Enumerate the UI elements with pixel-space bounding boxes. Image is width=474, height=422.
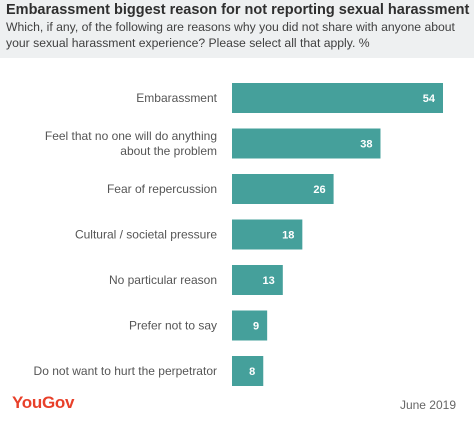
category-label-line: Cultural / societal pressure — [75, 228, 217, 242]
bar-1 — [232, 128, 381, 159]
bar-2 — [232, 174, 334, 204]
category-label-5: Prefer not to say — [129, 319, 217, 333]
chart-title: Embarassment biggest reason for not repo… — [6, 2, 470, 18]
yougov-logo: YouGov — [12, 393, 75, 412]
bar-value-label-5: 9 — [253, 321, 259, 333]
bar-3 — [232, 219, 303, 250]
category-label-line: Fear of repercussion — [107, 182, 217, 196]
bar-value-label-2: 26 — [313, 184, 325, 196]
category-label-line: about the problem — [120, 144, 217, 158]
category-label-3: Cultural / societal pressure — [75, 228, 217, 242]
bar-0 — [232, 83, 443, 113]
category-label-0: Embarassment — [136, 91, 217, 105]
chart-header: Embarassment biggest reason for not repo… — [0, 0, 474, 58]
category-label-line: Embarassment — [136, 91, 217, 105]
chart-subtitle: Which, if any, of the following are reas… — [6, 20, 455, 50]
bar-value-label-6: 8 — [249, 366, 255, 378]
category-label-line: Do not want to hurt the perpetrator — [34, 364, 217, 378]
category-label-2: Fear of repercussion — [107, 182, 217, 196]
bar-value-label-3: 18 — [282, 230, 294, 242]
bar-value-label-4: 13 — [263, 275, 275, 287]
date-label: June 2019 — [399, 398, 456, 412]
category-label-1: Feel that no one will do anything about t… — [45, 129, 217, 158]
category-label-line: Prefer not to say — [129, 319, 217, 333]
category-label-line: Feel that no one will do anything — [45, 129, 217, 143]
bar-value-label-1: 38 — [360, 139, 372, 151]
bar-6 — [232, 356, 264, 386]
category-label-line: No particular reason — [109, 273, 217, 287]
category-label-4: No particular reason — [109, 273, 217, 287]
bar-chart: 54 Embarassment 38 Feel that no one will do… — [34, 83, 443, 386]
category-label-6: Do not want to hurt the perpetrator — [34, 364, 217, 378]
bar-value-label-0: 54 — [423, 93, 436, 105]
bar-5 — [232, 310, 268, 341]
bar-4 — [232, 265, 283, 295]
